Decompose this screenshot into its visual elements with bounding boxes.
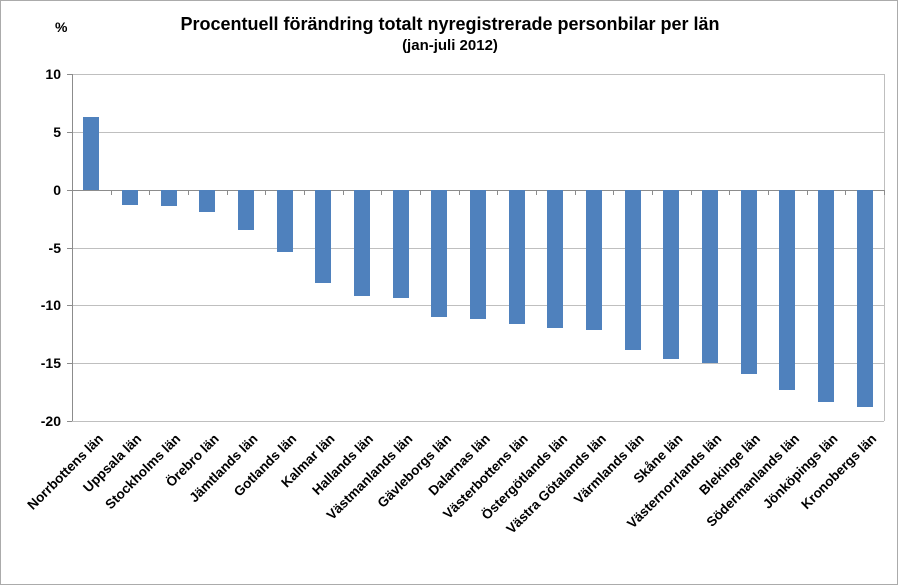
- category-tick: [884, 189, 885, 195]
- chart-title: Procentuell förändring totalt nyregistre…: [180, 14, 720, 34]
- bar: [160, 189, 177, 206]
- y-axis-tick: [67, 131, 72, 133]
- y-axis-tick: [67, 74, 72, 75]
- x-axis-label: Jämtlands län: [186, 431, 261, 506]
- y-axis-tick-label: 0: [53, 181, 61, 198]
- y-axis-tick-label: 5: [53, 123, 61, 140]
- category-tick: [845, 189, 847, 195]
- category-tick: [188, 189, 189, 195]
- y-axis-tick: [67, 247, 72, 249]
- bar: [122, 189, 138, 205]
- category-tick: [149, 189, 151, 195]
- bar: [624, 189, 641, 351]
- y-axis-line: [72, 74, 73, 421]
- category-tick: [265, 189, 267, 195]
- category-tick: [304, 189, 305, 195]
- category-tick: [613, 189, 615, 195]
- category-tick: [806, 189, 808, 195]
- category-tick: [690, 189, 692, 195]
- category-tick: [342, 189, 344, 195]
- chart-title-block: Procentuell förändring totalt nyregistre…: [1, 13, 897, 57]
- y-axis-tick-label: -10: [40, 297, 61, 314]
- gridline: [72, 421, 884, 422]
- gridline: [72, 74, 884, 75]
- bar: [663, 189, 680, 359]
- bar: [779, 189, 796, 390]
- y-axis-tick: [67, 305, 72, 307]
- bar: [586, 189, 602, 330]
- category-tick: [768, 189, 769, 195]
- category-tick: [652, 189, 653, 195]
- category-tick: [110, 189, 112, 195]
- bar: [83, 116, 100, 190]
- y-axis-unit-label: %: [55, 19, 68, 35]
- category-tick: [72, 189, 73, 195]
- category-tick: [420, 189, 421, 195]
- category-tick: [458, 189, 460, 195]
- y-axis-tick-label: -5: [48, 239, 61, 256]
- y-axis-tick-label: -15: [40, 355, 61, 372]
- bar: [276, 189, 293, 253]
- bar: [740, 189, 757, 374]
- category-tick: [536, 189, 537, 195]
- bar: [818, 189, 834, 403]
- category-tick: [381, 189, 383, 195]
- y-axis-tick: [67, 363, 72, 365]
- gridline: [72, 363, 884, 365]
- y-axis-tick-label: 10: [45, 66, 61, 82]
- category-tick: [729, 189, 731, 195]
- bar: [392, 189, 409, 299]
- bar: [354, 189, 370, 297]
- bar: [431, 189, 448, 317]
- bar: [547, 189, 564, 329]
- bar: [315, 189, 332, 284]
- chart-subtitle: (jan-juli 2012): [402, 37, 498, 54]
- category-tick: [497, 189, 499, 195]
- bar: [199, 189, 216, 212]
- bar: [508, 189, 525, 324]
- gridline: [72, 131, 884, 133]
- y-axis-tick-label: -20: [40, 413, 61, 429]
- category-tick: [574, 189, 576, 195]
- y-axis-tick: [67, 421, 72, 422]
- bar: [470, 189, 486, 320]
- bar: [702, 189, 718, 364]
- bar: [238, 189, 254, 231]
- bar: [856, 189, 873, 408]
- y-axis-tick: [67, 189, 72, 191]
- plot-right-border: [884, 74, 885, 421]
- category-tick: [226, 189, 228, 195]
